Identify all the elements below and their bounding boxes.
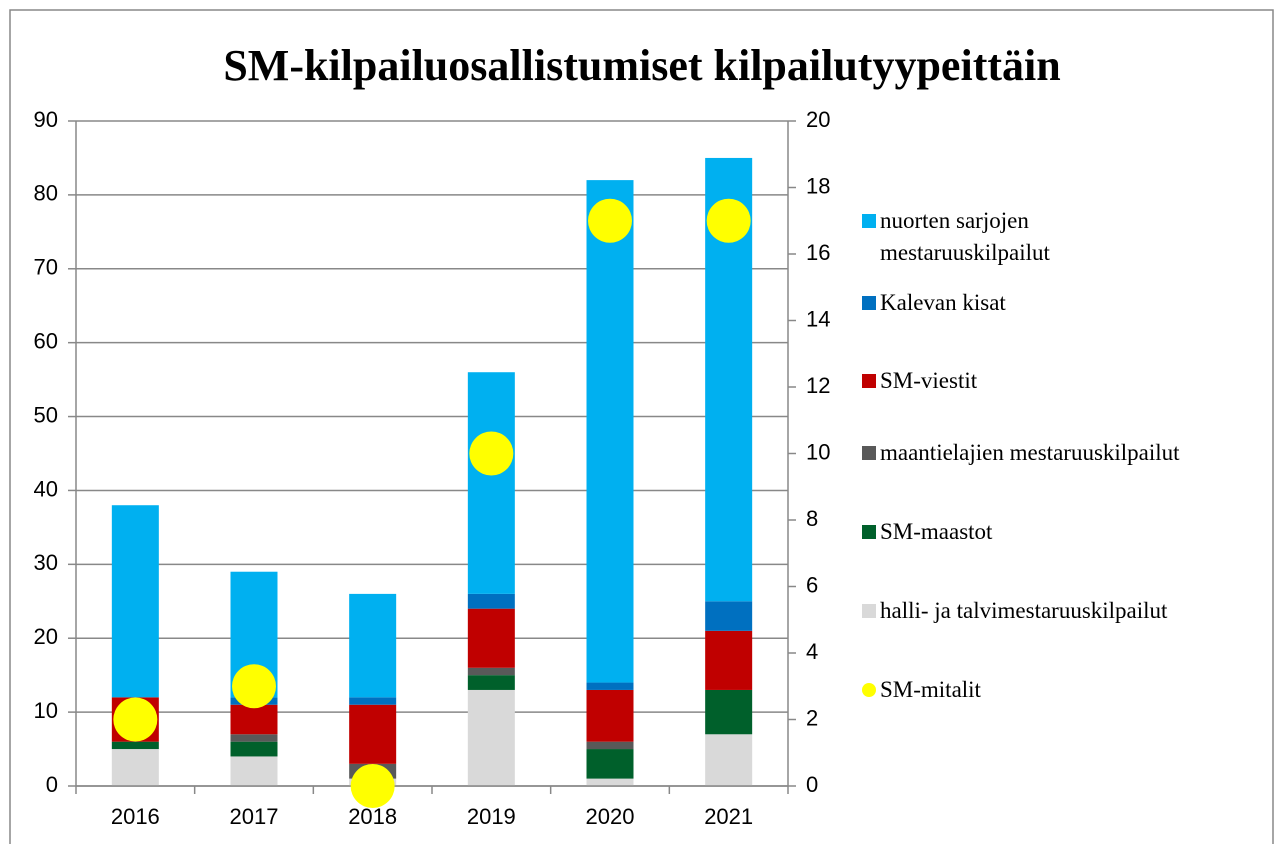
y2-tick-label: 8 bbox=[806, 506, 818, 531]
bar-segment bbox=[230, 741, 278, 757]
legend-label: SM-viestit bbox=[880, 368, 978, 393]
legend-item: Kalevan kisat bbox=[862, 287, 1006, 319]
bar-segment bbox=[586, 749, 634, 779]
legend-swatch bbox=[862, 214, 876, 228]
y2-tick-label: 20 bbox=[806, 107, 830, 132]
bar-segment bbox=[705, 630, 753, 690]
medal-dot bbox=[232, 664, 276, 709]
y-tick-label: 0 bbox=[46, 772, 58, 797]
x-tick-label: 2021 bbox=[704, 804, 753, 829]
bar-segment bbox=[467, 675, 515, 690]
legend-item: maantielajien mestaruuskilpailut bbox=[862, 437, 1180, 469]
x-tick-label: 2017 bbox=[230, 804, 279, 829]
bar-segment bbox=[111, 505, 159, 698]
bar-segment bbox=[467, 689, 515, 786]
bar-segment bbox=[230, 734, 278, 742]
y-tick-label: 50 bbox=[34, 402, 58, 427]
y2-tick-label: 4 bbox=[806, 639, 818, 664]
legend-item: SM-maastot bbox=[862, 516, 992, 548]
bar-segment bbox=[705, 734, 753, 786]
medal-dot bbox=[469, 431, 514, 476]
medal-dot bbox=[706, 198, 751, 243]
legend-swatch bbox=[862, 525, 876, 539]
legend-label: Kalevan kisat bbox=[880, 290, 1006, 315]
x-tick-label: 2020 bbox=[586, 804, 635, 829]
y-tick-label: 90 bbox=[34, 107, 58, 132]
bar-segment bbox=[111, 749, 159, 786]
legend-item: SM-mitalit bbox=[862, 674, 981, 706]
legend-item: halli- ja talvimestaruuskilpailut bbox=[862, 595, 1167, 627]
bar-segment bbox=[586, 689, 634, 742]
y2-tick-label: 2 bbox=[806, 705, 818, 730]
bar-segment bbox=[230, 704, 278, 735]
legend-swatch bbox=[862, 683, 876, 697]
y-tick-label: 40 bbox=[34, 476, 58, 501]
chart-title: SM-kilpailuosallistumiset kilpailutyypei… bbox=[223, 41, 1060, 90]
legend-label: SM-maastot bbox=[880, 519, 993, 544]
y2-tick-label: 10 bbox=[806, 439, 830, 464]
legend-item: nuorten sarjojen mestaruuskilpailut bbox=[862, 205, 1112, 269]
medal-dot bbox=[113, 697, 158, 742]
bar-segment bbox=[111, 741, 159, 750]
legend-swatch bbox=[862, 604, 876, 618]
x-tick-label: 2019 bbox=[467, 804, 516, 829]
bar-segment bbox=[349, 704, 397, 764]
bar-segment bbox=[586, 180, 634, 683]
y-tick-label: 70 bbox=[34, 255, 58, 280]
bar-segment bbox=[586, 778, 634, 786]
y2-tick-label: 6 bbox=[806, 572, 818, 597]
bar-segment bbox=[705, 689, 753, 735]
bar-segment bbox=[467, 372, 515, 594]
bar-segment bbox=[467, 593, 515, 609]
bar-segment bbox=[230, 756, 278, 786]
frame bbox=[9, 9, 1274, 844]
bar-segment bbox=[349, 593, 397, 698]
y-tick-label: 80 bbox=[34, 181, 58, 206]
y-tick-label: 20 bbox=[34, 624, 58, 649]
y2-tick-label: 0 bbox=[806, 772, 818, 797]
bar-segment bbox=[467, 608, 515, 668]
legend-swatch bbox=[862, 374, 876, 388]
legend-swatch bbox=[862, 446, 876, 460]
y-tick-label: 30 bbox=[34, 550, 58, 575]
legend-swatch bbox=[862, 296, 876, 310]
bar-segment bbox=[705, 601, 753, 631]
legend-label: maantielajien mestaruuskilpailut bbox=[880, 440, 1180, 465]
legend-label: halli- ja talvimestaruuskilpailut bbox=[880, 598, 1168, 623]
bar-segment bbox=[586, 682, 634, 690]
legend-label: SM-mitalit bbox=[880, 677, 981, 702]
y-tick-label: 60 bbox=[34, 328, 58, 353]
x-tick-label: 2016 bbox=[111, 804, 160, 829]
medal-dot bbox=[588, 198, 632, 243]
y-tick-label: 10 bbox=[34, 698, 58, 723]
legend-label: nuorten sarjojen mestaruuskilpailut bbox=[880, 208, 1050, 265]
y2-tick-label: 12 bbox=[806, 373, 830, 398]
bar-segment bbox=[467, 667, 515, 676]
y2-tick-label: 18 bbox=[806, 173, 830, 198]
y2-tick-label: 16 bbox=[806, 240, 830, 265]
medal-dot bbox=[350, 764, 395, 808]
y2-tick-label: 14 bbox=[806, 306, 830, 331]
bar-segment bbox=[586, 741, 634, 750]
bar-segment bbox=[349, 697, 397, 705]
legend-item: SM-viestit bbox=[862, 365, 977, 397]
